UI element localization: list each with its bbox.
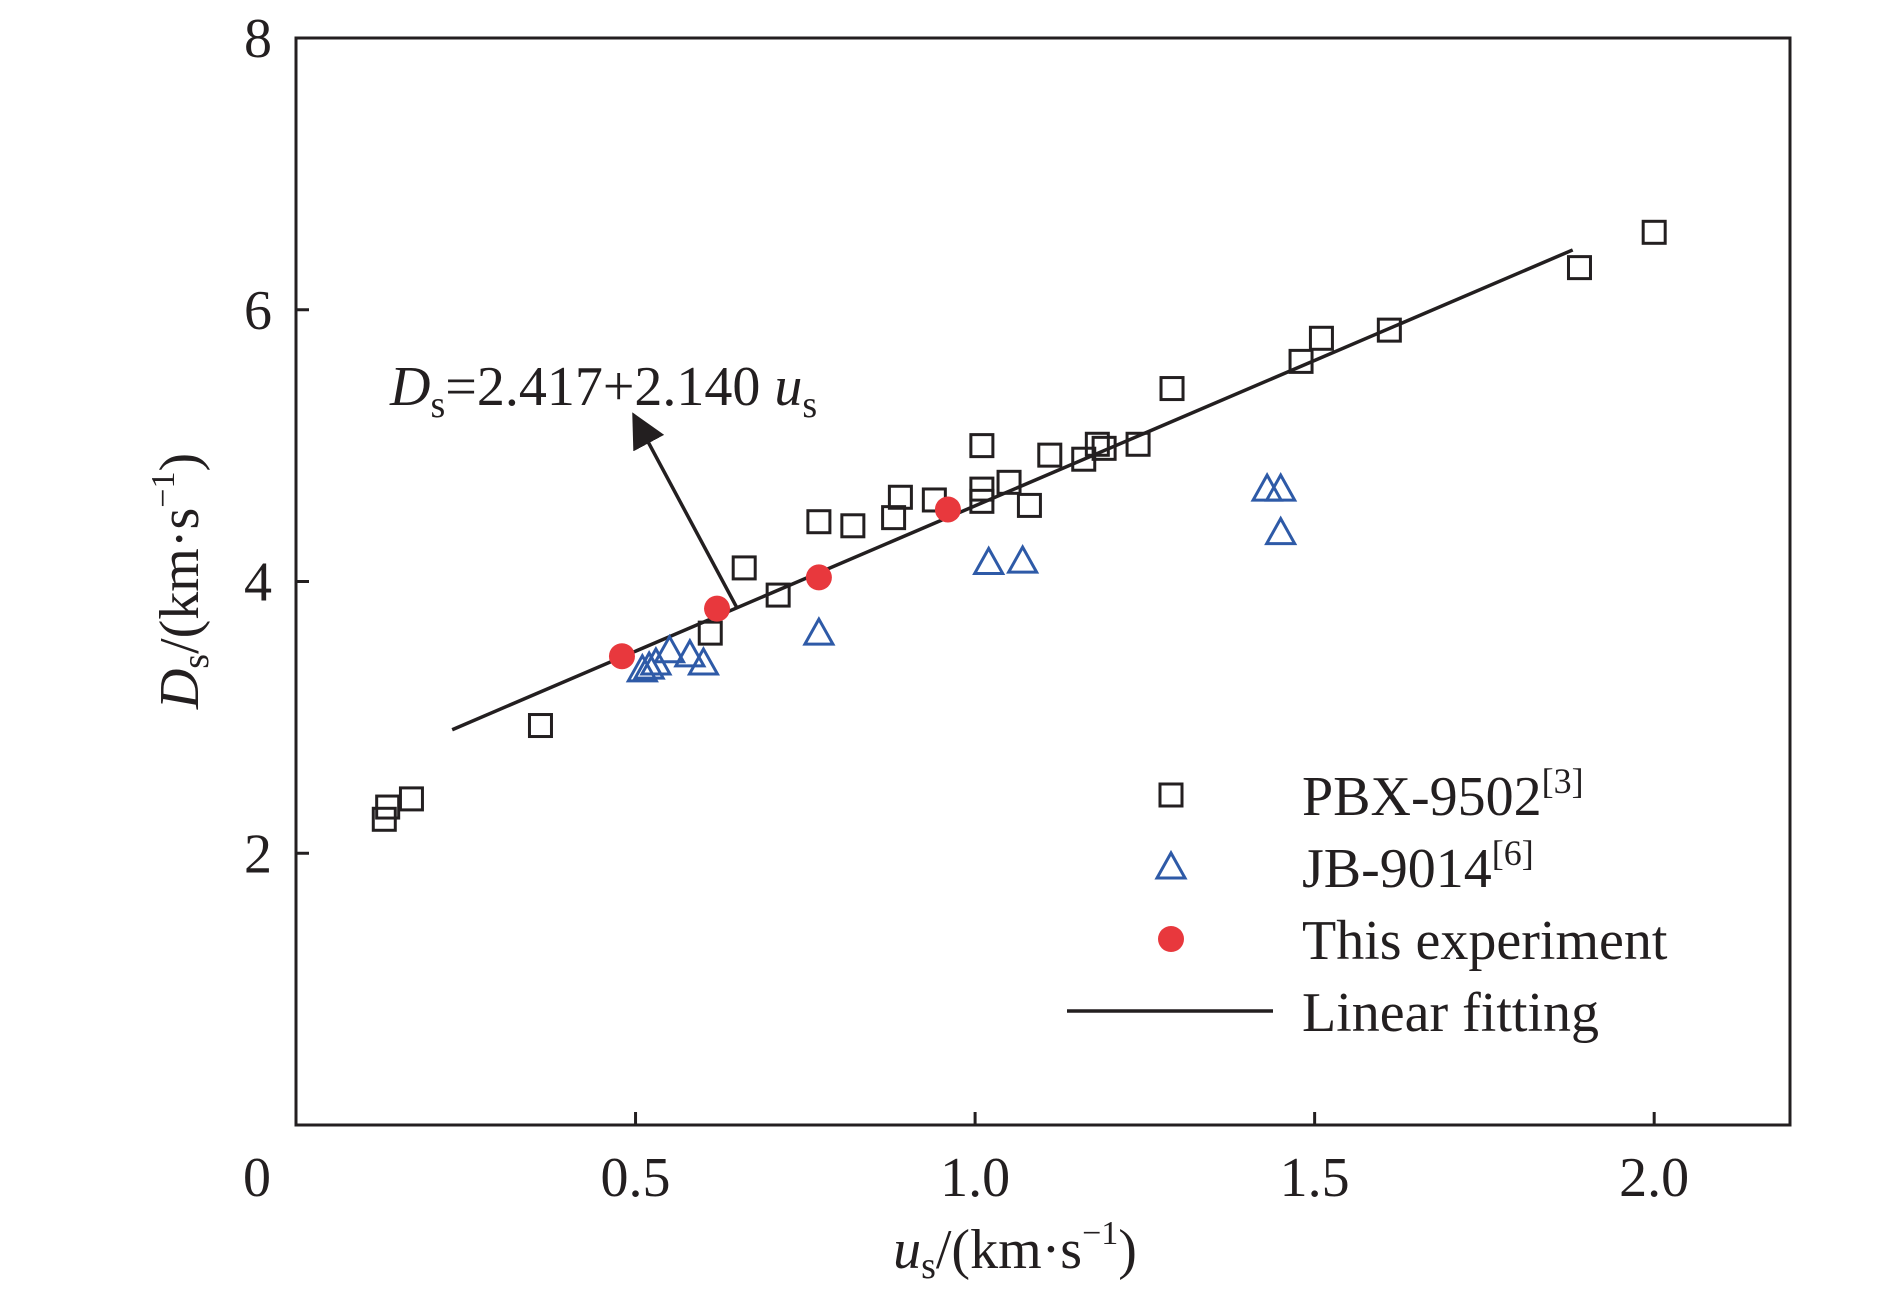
pbx-9502-point (1308, 325, 1334, 351)
pbx-9502-point (1037, 442, 1063, 468)
pbx-9502-point (765, 582, 791, 608)
y-axis-ticks: 2 4 6 8 (244, 8, 309, 885)
jb-9014-point (652, 633, 687, 664)
legend-symbol-pbx-9502 (1158, 782, 1184, 808)
pbx-9502-point (969, 476, 995, 502)
linear-fit-line (451, 248, 1574, 732)
this-experiment-point (704, 595, 731, 622)
pbx-9502-point (1016, 492, 1042, 518)
legend-label-linear-fitting: Linear fitting (1302, 982, 1599, 1044)
pbx-9502-point (1641, 219, 1667, 245)
pbx-9502-point (887, 484, 913, 510)
pbx-9502-point (840, 513, 866, 539)
pbx-9502-point (398, 786, 424, 812)
pbx-9502-point (1376, 317, 1402, 343)
pbx-9502-point (1159, 376, 1185, 402)
this-experiment-point (608, 643, 635, 670)
x-tick-label: 1.5 (1280, 1147, 1350, 1209)
y-tick-label: 6 (244, 280, 272, 342)
x-tick-label: 2.0 (1619, 1147, 1689, 1209)
jb-9014-point (625, 652, 659, 683)
y-tick-label: 4 (244, 552, 272, 614)
pbx-9502-point (1091, 435, 1117, 461)
legend-symbol-jb-9014 (1154, 849, 1188, 880)
legend-symbol-this-experiment (1158, 926, 1184, 952)
pbx-9502-point (996, 469, 1022, 495)
pbx-9502-point (1125, 431, 1151, 457)
linear-fit-layer (451, 248, 1574, 732)
jb-9014-point (972, 545, 1006, 575)
this-experiment-point (805, 564, 832, 591)
y-tick-label: 2 (244, 823, 272, 885)
pbx-9502-point (1288, 348, 1314, 374)
annotation-arrow (632, 412, 739, 610)
x-axis-ticks: 0 0.5 1.0 1.5 2.0 (243, 1112, 1689, 1209)
legend-label-jb-9014: JB-9014[6] (1302, 833, 1534, 900)
fit-equation: Ds=2.417+2.140 us (389, 356, 817, 426)
jb-9014-point (1264, 515, 1298, 546)
jb-9014-point (1006, 544, 1040, 574)
pbx-9502-point (1566, 255, 1592, 281)
x-tick-label: 1.0 (940, 1147, 1010, 1209)
pbx-9502-point (806, 509, 832, 535)
legend-label-this-experiment: This experiment (1302, 910, 1668, 972)
pbx-9502-point (881, 505, 907, 531)
this-experiment-point (934, 496, 961, 523)
x-axis-label: us/(km·s−1) (893, 1215, 1137, 1287)
jb-9014-point (1264, 472, 1298, 502)
equation-annotation (632, 412, 739, 610)
jb-9014-point (802, 616, 836, 646)
y-tick-label: 8 (244, 8, 272, 70)
y-axis-label: Ds/(km·s−1) (145, 453, 217, 710)
legend-label-pbx-9502: PBX-9502[3] (1302, 761, 1584, 828)
pbx-9502-point (1084, 431, 1110, 457)
pbx-9502-point (375, 794, 401, 820)
data-points (371, 219, 1667, 832)
pbx-9502-point (731, 555, 757, 581)
pbx-9502-point (527, 713, 553, 739)
legend: PBX-9502[3]JB-9014[6] This experiment Line… (1067, 761, 1668, 1044)
jb-9014-point (686, 645, 721, 676)
pbx-9502-point (969, 433, 995, 459)
jb-9014-point (632, 650, 666, 680)
jb-9014-point (673, 637, 707, 668)
pbx-9502-point (697, 620, 723, 646)
x-tick-label: 0.5 (601, 1147, 671, 1209)
x-tick-label: 0 (243, 1147, 271, 1209)
